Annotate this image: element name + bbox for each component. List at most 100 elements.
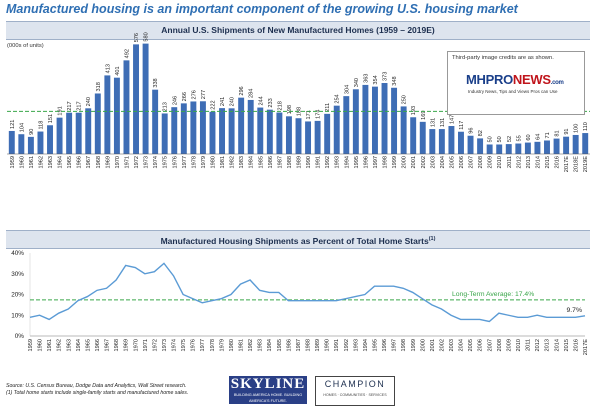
bar-value-label: 174 bbox=[316, 110, 322, 119]
bar-x-tick-label: 1990 bbox=[306, 156, 312, 168]
line-x-tick-label: 1968 bbox=[114, 339, 120, 351]
line-series bbox=[29, 262, 586, 323]
line-x-tick-label: 1997 bbox=[392, 339, 398, 351]
bar-x-tick-label: 1997 bbox=[373, 156, 379, 168]
bar-value-label: 82 bbox=[478, 130, 484, 136]
bar-x-tick-label: 1992 bbox=[325, 156, 331, 168]
bar-x-tick-label: 1968 bbox=[96, 156, 102, 168]
bar bbox=[56, 117, 63, 154]
bar-value-label: 211 bbox=[325, 103, 331, 112]
line-x-tick-label: 1966 bbox=[95, 339, 101, 351]
bar bbox=[113, 77, 120, 154]
bar bbox=[285, 116, 292, 154]
logo-tagline: Industry News, Tips and Views Pros can U… bbox=[468, 89, 558, 94]
line-x-tick-label: 1965 bbox=[85, 339, 91, 351]
bar-value-label: 104 bbox=[19, 123, 25, 132]
bar bbox=[209, 111, 216, 154]
bar-value-label: 277 bbox=[201, 90, 207, 99]
bar bbox=[180, 103, 187, 154]
bar bbox=[18, 134, 25, 154]
bar-x-tick-label: 1981 bbox=[220, 156, 226, 168]
line-x-tick-label: 1978 bbox=[210, 339, 216, 351]
line-x-tick-label: 1987 bbox=[296, 339, 302, 351]
bar-x-tick-label: 2002 bbox=[421, 156, 427, 168]
bar-value-label: 117 bbox=[459, 121, 465, 130]
line-x-tick-label: 2002 bbox=[439, 339, 445, 351]
bar-x-tick-label: 1963 bbox=[48, 156, 54, 168]
bar bbox=[333, 105, 340, 154]
line-y-tick-label: 10% bbox=[11, 312, 24, 319]
line-x-tick-label: 1990 bbox=[325, 339, 331, 351]
bar-x-tick-label: 1962 bbox=[38, 156, 44, 168]
bar bbox=[410, 117, 417, 154]
bar-value-label: 233 bbox=[268, 98, 274, 107]
bar-value-label: 246 bbox=[172, 96, 178, 105]
line-x-tick-label: 1971 bbox=[143, 339, 149, 351]
bar-x-tick-label: 2018E bbox=[574, 156, 580, 172]
bar bbox=[66, 112, 73, 154]
line-y-tick-label: 0% bbox=[15, 333, 25, 340]
bar bbox=[505, 144, 512, 154]
bar-value-label: 217 bbox=[67, 101, 73, 110]
line-x-tick-label: 1991 bbox=[334, 339, 340, 351]
bar-x-tick-label: 2013 bbox=[526, 156, 532, 168]
bar-x-tick-label: 1976 bbox=[172, 156, 178, 168]
bar-value-label: 55 bbox=[516, 135, 522, 141]
line-x-tick-label: 1983 bbox=[258, 339, 264, 351]
bar-x-tick-label: 2012 bbox=[516, 156, 522, 168]
bar bbox=[352, 89, 359, 154]
line-x-tick-label: 2009 bbox=[506, 339, 512, 351]
line-x-tick-label: 1970 bbox=[133, 339, 139, 351]
bar-value-label: 81 bbox=[555, 130, 561, 136]
bar-x-tick-label: 2015 bbox=[545, 156, 551, 168]
bar-value-label: 266 bbox=[182, 92, 188, 101]
bar bbox=[238, 97, 245, 154]
line-x-tick-label: 1994 bbox=[363, 339, 369, 351]
line-y-tick-label: 30% bbox=[11, 271, 24, 278]
bar-value-label: 131 bbox=[440, 118, 446, 127]
line-y-tick-label: 40% bbox=[11, 250, 24, 257]
line-x-tick-label: 2003 bbox=[449, 339, 455, 351]
bar-value-label: 284 bbox=[249, 89, 255, 98]
bar bbox=[515, 143, 522, 154]
bar-x-tick-label: 1973 bbox=[144, 156, 150, 168]
bar-x-tick-label: 2011 bbox=[507, 156, 513, 168]
line-x-tick-label: 1988 bbox=[306, 339, 312, 351]
bar bbox=[104, 75, 111, 154]
footnote-line: (1) Total home starts include single-fam… bbox=[6, 389, 189, 396]
bar bbox=[438, 129, 445, 154]
bar bbox=[295, 118, 302, 154]
line-x-tick-label: 2006 bbox=[478, 339, 484, 351]
bar-value-label: 171 bbox=[306, 110, 312, 119]
line-x-tick-label: 1998 bbox=[401, 339, 407, 351]
line-x-tick-label: 2008 bbox=[497, 339, 503, 351]
bar bbox=[544, 140, 550, 154]
bar bbox=[276, 112, 283, 154]
bar-value-label: 240 bbox=[230, 97, 236, 106]
line-x-tick-label: 1993 bbox=[353, 339, 359, 351]
bar-x-tick-label: 1984 bbox=[249, 156, 255, 168]
bar-x-tick-label: 1967 bbox=[86, 156, 92, 168]
bar bbox=[27, 136, 34, 154]
bar bbox=[458, 131, 464, 154]
line-x-tick-label: 1992 bbox=[344, 339, 350, 351]
line-x-tick-label: 2001 bbox=[430, 339, 436, 351]
bar-x-tick-label: 1988 bbox=[287, 156, 293, 168]
bar bbox=[190, 101, 197, 154]
credit-note: Third-party image credits are as shown. bbox=[452, 55, 554, 61]
bar-value-label: 118 bbox=[38, 121, 44, 130]
bar-x-tick-label: 1983 bbox=[239, 156, 245, 168]
bar-x-tick-label: 2006 bbox=[459, 156, 465, 168]
bar-x-tick-label: 1972 bbox=[134, 156, 140, 168]
bar-value-label: 413 bbox=[105, 64, 111, 73]
bar-x-tick-label: 1978 bbox=[191, 156, 197, 168]
line-y-tick-label: 20% bbox=[11, 292, 24, 299]
bar bbox=[429, 129, 436, 154]
bar bbox=[133, 44, 139, 155]
bar-x-tick-label: 2017E bbox=[564, 156, 570, 172]
bar-x-tick-label: 1991 bbox=[316, 156, 322, 168]
bar-x-tick-label: 1965 bbox=[67, 156, 73, 168]
bar-value-label: 250 bbox=[402, 95, 408, 104]
bar-x-tick-label: 2000 bbox=[402, 156, 408, 168]
bar bbox=[534, 141, 541, 154]
